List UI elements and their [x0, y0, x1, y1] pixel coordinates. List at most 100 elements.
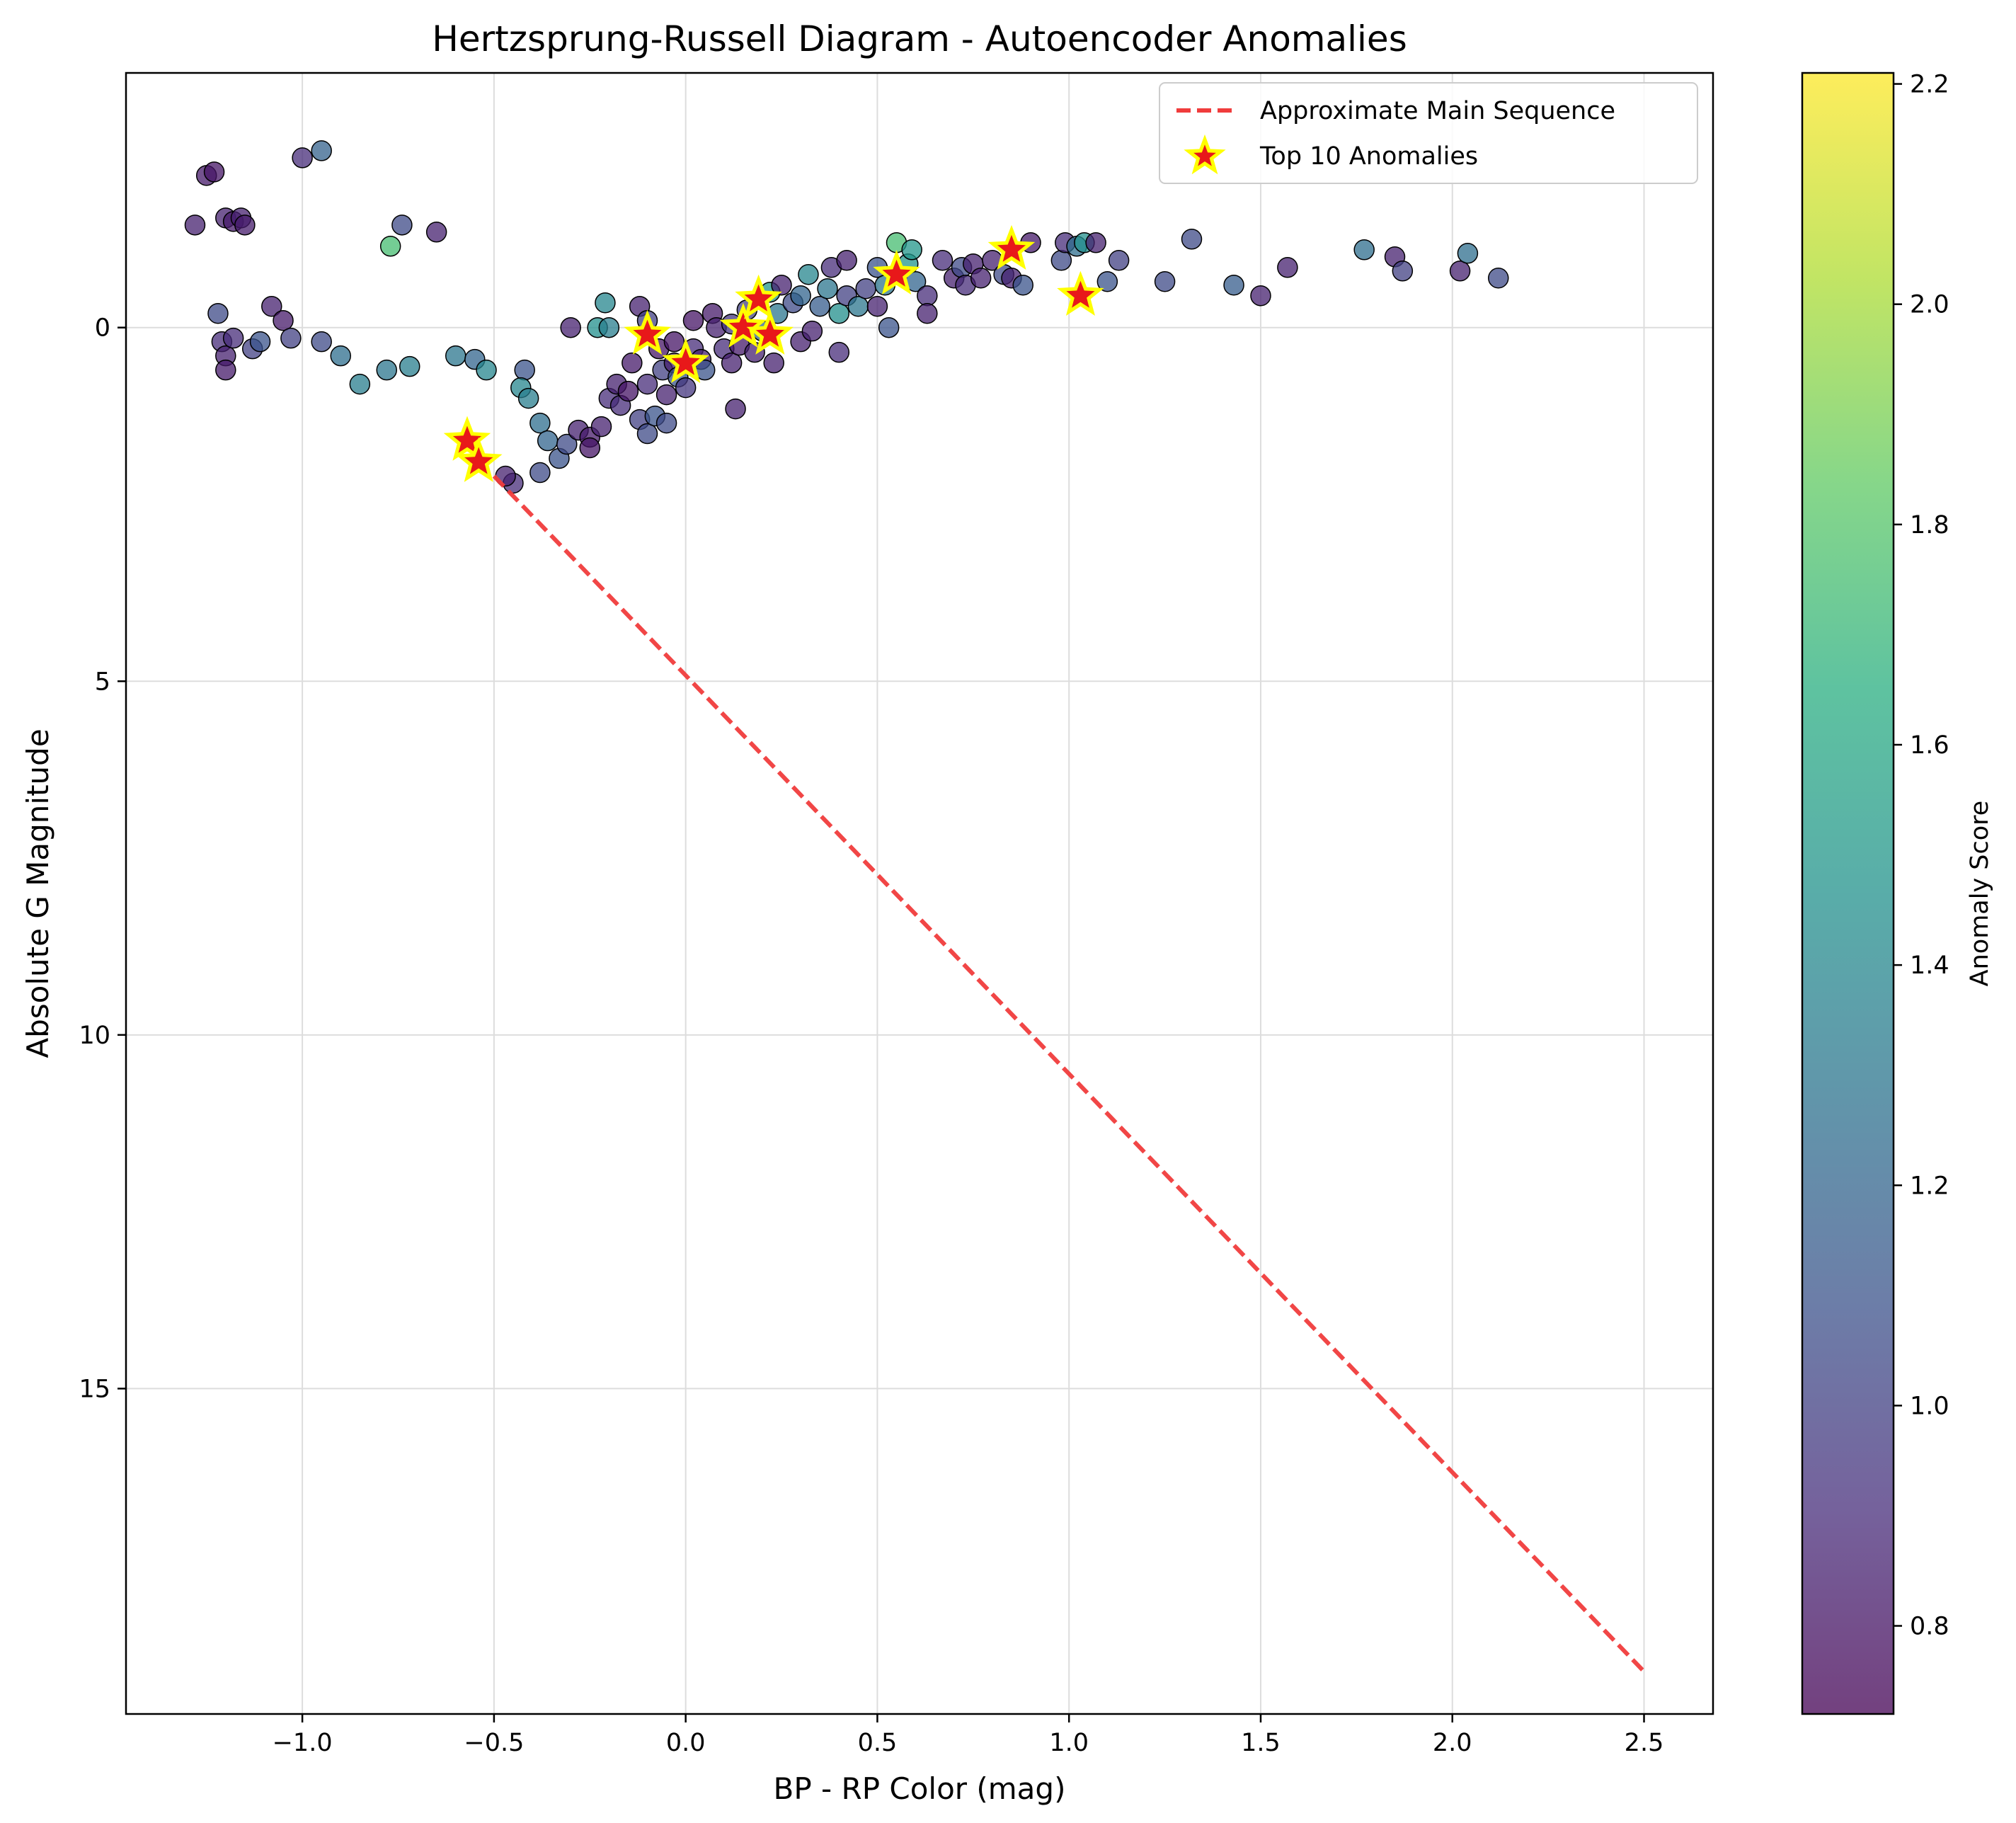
data-point: [725, 398, 746, 420]
data-point: [1085, 232, 1106, 253]
colorbar-tick-label: 1.0: [1910, 1392, 1949, 1420]
data-point: [866, 295, 888, 317]
anomaly-star: [662, 338, 709, 383]
data-point: [280, 327, 302, 349]
legend-box: [1159, 82, 1698, 184]
data-point: [560, 316, 581, 338]
legend-label-main-sequence: Approximate Main Sequence: [1260, 97, 1615, 125]
x-tick-label: 1.5: [1241, 1729, 1281, 1757]
data-point: [675, 377, 697, 399]
legend-label-top-anomalies: Top 10 Anomalies: [1259, 142, 1478, 171]
y-tick-label: 0: [95, 314, 110, 343]
data-point: [222, 327, 244, 349]
data-point: [425, 222, 447, 243]
x-axis-ticks: −1.0 −0.5 0.0 0.5 1.0 1.5 2.0 2.5: [273, 1714, 1664, 1757]
data-point: [771, 274, 792, 296]
data-point: [590, 416, 612, 438]
data-point: [901, 239, 922, 261]
data-point: [622, 352, 643, 374]
data-point: [529, 412, 551, 434]
colorbar-tick-label: 2.2: [1910, 71, 1949, 99]
anomaly-star: [873, 249, 920, 295]
x-tick-label: 2.0: [1433, 1729, 1472, 1757]
data-point: [663, 331, 685, 353]
data-point: [1223, 274, 1244, 296]
y-axis-label: Absolute G Magnitude: [21, 728, 55, 1058]
anomaly-star: [719, 302, 767, 348]
scatter-points: [184, 140, 1509, 494]
data-point: [932, 250, 953, 271]
data-point: [1250, 285, 1271, 307]
data-point: [1096, 270, 1118, 292]
data-point: [1012, 274, 1033, 296]
data-point: [617, 380, 639, 402]
data-point: [349, 373, 371, 395]
anomaly-star: [443, 416, 491, 461]
data-point: [1181, 229, 1203, 250]
colorbar-tick-label: 1.8: [1910, 511, 1949, 539]
data-point: [970, 268, 992, 289]
main-sequence-line: [492, 474, 1646, 1674]
colorbar-tick-label: 0.8: [1910, 1613, 1949, 1641]
x-axis-label: BP - RP Color (mag): [774, 1771, 1066, 1806]
data-point: [579, 437, 601, 459]
data-point: [476, 359, 497, 381]
data-point: [855, 278, 876, 299]
legend: Approximate Main Sequence Top 10 Anomali…: [1159, 82, 1698, 184]
legend-star-swatch: [1184, 134, 1226, 175]
x-tick-label: 2.5: [1625, 1729, 1664, 1757]
colorbar-tick-label: 1.4: [1910, 951, 1949, 980]
y-tick-label: 10: [79, 1022, 110, 1050]
colorbar: [1801, 72, 1895, 1715]
data-point: [636, 373, 658, 395]
anomaly-star: [746, 309, 794, 355]
data-point: [917, 285, 938, 307]
data-point: [330, 345, 352, 367]
data-point: [595, 292, 616, 314]
data-point: [878, 316, 900, 338]
colorbar-ticks: 0.8 1.0 1.2 1.4 1.6 1.8 2.0 2.2: [1894, 71, 1949, 1641]
data-point: [261, 295, 282, 317]
colorbar-label: Anomaly Score: [1966, 801, 1994, 987]
data-point: [207, 302, 229, 324]
data-point: [917, 302, 938, 324]
data-point: [655, 412, 677, 434]
data-point: [1108, 250, 1130, 271]
data-point: [809, 295, 830, 317]
data-point: [376, 359, 398, 381]
data-point: [292, 147, 313, 168]
data-point: [598, 316, 620, 338]
x-tick-label: 1.0: [1049, 1729, 1089, 1757]
data-point: [529, 462, 551, 484]
data-point: [1449, 261, 1471, 282]
data-point: [556, 433, 578, 455]
data-point: [636, 423, 658, 445]
colorbar-tick-label: 2.0: [1910, 291, 1949, 319]
y-tick-label: 5: [95, 668, 110, 696]
data-point: [1353, 239, 1375, 261]
data-point: [273, 309, 294, 331]
data-point: [399, 355, 420, 377]
data-point: [682, 309, 704, 331]
colorbar-tick-label: 1.2: [1910, 1172, 1949, 1200]
data-point: [184, 215, 206, 236]
data-point: [391, 215, 413, 236]
x-tick-label: −0.5: [464, 1729, 524, 1757]
data-point: [721, 352, 743, 374]
data-point: [215, 359, 236, 381]
data-point: [537, 430, 559, 452]
x-tick-label: −1.0: [273, 1729, 333, 1757]
anomaly-star: [1057, 270, 1104, 316]
x-tick-label: 0.0: [666, 1729, 706, 1757]
data-point: [655, 384, 677, 406]
data-point: [1154, 270, 1176, 292]
y-axis-ticks: 0 5 10 15: [79, 314, 126, 1403]
colorbar-tick-label: 1.6: [1910, 731, 1949, 760]
anomaly-stars: [443, 224, 1104, 482]
legend-star-icon: [1184, 134, 1226, 175]
data-point: [445, 345, 466, 367]
data-point: [1457, 243, 1479, 264]
data-point: [1050, 250, 1072, 271]
plot-frame: [125, 72, 1714, 1715]
data-point: [798, 264, 819, 285]
